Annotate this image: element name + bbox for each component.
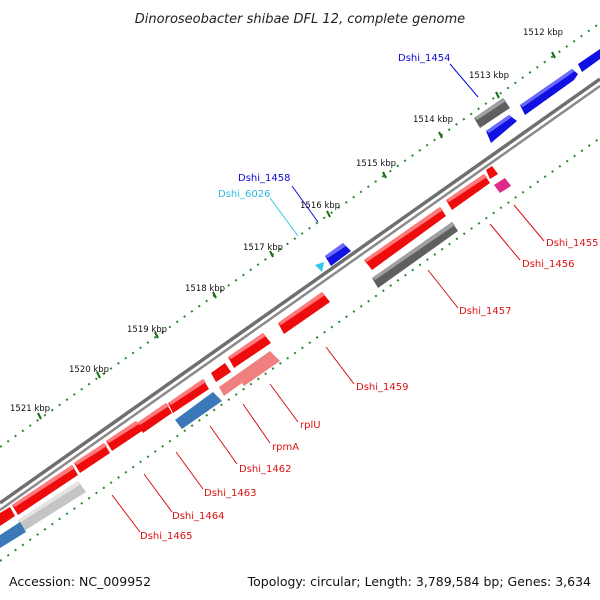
gene-rplU-rna[interactable] [236, 351, 280, 386]
gene-reverse-red-a[interactable] [74, 443, 110, 473]
gene-label-dshi-1459[interactable]: Dshi_1459 [356, 382, 408, 393]
tick-mark [326, 210, 331, 218]
tick-mark [269, 250, 274, 258]
backbone-outer [0, 77, 600, 505]
tick-mark [551, 51, 556, 59]
gene-dshi-1463[interactable] [137, 403, 172, 433]
accession-text: Accession: NC_009952 [9, 574, 151, 589]
gene-dshi-1465-top [18, 481, 81, 522]
leader-line [143, 473, 173, 513]
gene-label-dshi-1454[interactable]: Dshi_1454 [398, 53, 450, 64]
gene-dshi-1454-top [520, 69, 575, 107]
gene-forward-blue-top [486, 115, 512, 133]
leader-lines [111, 63, 545, 533]
gene-rplU-top [228, 333, 266, 359]
gene-reverse-red-b-top [12, 465, 75, 507]
genome-summary-text: Topology: circular; Length: 3,789,584 bp… [247, 574, 591, 589]
tick-label: 1521 kbp [10, 404, 50, 414]
gene-reverse-red-a-top [74, 443, 107, 465]
tick-label: 1520 kbp [69, 365, 109, 375]
gene-edge-rna[interactable] [0, 522, 26, 548]
gene-dshi-1462-top [168, 379, 206, 405]
gene-label-dshi-1462[interactable]: Dshi_1462 [239, 464, 291, 475]
tick-label: 1516 kbp [300, 201, 340, 211]
gene-dshi-1462-rna[interactable] [175, 392, 222, 429]
gene-label-dshi-1457[interactable]: Dshi_1457 [459, 306, 511, 317]
gene-forward-blue[interactable] [486, 115, 517, 143]
map-title: Dinoroseobacter shibae DFL 12, complete … [135, 12, 465, 27]
gene-label-dshi-1458[interactable]: Dshi_1458 [238, 173, 290, 184]
gene-label-rpmA[interactable]: rpmA [272, 442, 299, 453]
gene-dshi-1454-end[interactable] [578, 49, 600, 72]
leader-line [269, 383, 299, 423]
gene-label-dshi-1465[interactable]: Dshi_1465 [140, 531, 192, 542]
gene-label-dshi-1456[interactable]: Dshi_1456 [522, 259, 574, 270]
gene-label-dshi-1464[interactable]: Dshi_1464 [172, 511, 224, 522]
leader-line [269, 197, 299, 237]
leader-line [513, 204, 545, 242]
gene-label-dshi-1455[interactable]: Dshi_1455 [546, 238, 598, 249]
backbone-inner [0, 84, 600, 512]
tick-mark [96, 371, 101, 379]
gene-dshi-6026[interactable] [315, 262, 324, 272]
gene-dshi-1458[interactable] [325, 243, 351, 266]
gene-forward-gray-top [474, 98, 506, 120]
gene-reverse-red-b[interactable] [12, 465, 78, 515]
tick-mark [382, 171, 387, 179]
gene-dshi-1457[interactable] [372, 222, 458, 288]
leader-line [489, 223, 521, 261]
leader-line [291, 185, 319, 223]
tick-label: 1517 kbp [243, 243, 283, 253]
gene-dshi-1465[interactable] [18, 481, 86, 531]
gene-rpmA-rna[interactable] [219, 375, 242, 396]
scale-ticks: 1512 kbp 1513 kbp 1514 kbp 1515 kbp 1516… [10, 28, 563, 420]
gene-labels: Dshi_1454 Dshi_1458 Dshi_6026 Dshi_1455 … [140, 53, 598, 542]
gene-dshi-1456[interactable] [446, 174, 490, 210]
gene-edge-red[interactable] [0, 507, 15, 526]
gene-dshi-1459[interactable] [278, 292, 330, 334]
gene-dshi-1458-top [325, 243, 346, 258]
leader-line [242, 403, 271, 444]
gene-dshi-1454[interactable] [520, 69, 578, 115]
gene-dshi-1464[interactable] [106, 421, 142, 451]
tick-mark [154, 331, 159, 339]
gene-dshi-1459-top [278, 292, 325, 325]
leader-line [175, 451, 204, 490]
leader-line [209, 425, 238, 465]
forward-genes [315, 49, 600, 272]
tick-label: 1512 kbp [523, 28, 563, 38]
outer-scale-line [0, 22, 600, 448]
tick-label: 1518 kbp [185, 284, 225, 294]
gene-dshi-1457-red-top [364, 207, 443, 262]
leader-line [427, 269, 459, 309]
tick-label: 1519 kbp [127, 325, 167, 335]
gene-label-dshi-1463[interactable]: Dshi_1463 [204, 488, 256, 499]
gene-dshi-1456-top [446, 174, 487, 202]
gene-label-dshi-6026[interactable]: Dshi_6026 [218, 189, 270, 200]
gene-dshi-1464-top [106, 421, 139, 443]
tick-mark [37, 412, 42, 420]
gene-rplU[interactable] [228, 333, 271, 368]
reverse-genes [0, 166, 511, 548]
gene-dshi-1457-red[interactable] [364, 207, 446, 270]
tick-label: 1515 kbp [356, 159, 396, 169]
tick-label: 1513 kbp [469, 71, 509, 81]
gene-dshi-1463-top [137, 403, 169, 425]
tick-label: 1514 kbp [413, 115, 453, 125]
leader-line [449, 63, 479, 98]
leader-line [111, 494, 141, 533]
gene-dshi-1462[interactable] [168, 379, 209, 413]
gene-dshi-1455[interactable] [494, 178, 511, 193]
gene-dshi-1457-top [372, 222, 455, 280]
tick-mark [495, 91, 500, 99]
gene-dshi-1455-arrow[interactable] [486, 166, 498, 179]
gene-forward-gray[interactable] [474, 98, 510, 128]
tick-mark [212, 291, 217, 299]
gene-label-rplU[interactable]: rplU [300, 420, 321, 431]
leader-line [325, 346, 355, 385]
tick-mark [438, 131, 443, 139]
gene-rpmA[interactable] [211, 363, 231, 382]
